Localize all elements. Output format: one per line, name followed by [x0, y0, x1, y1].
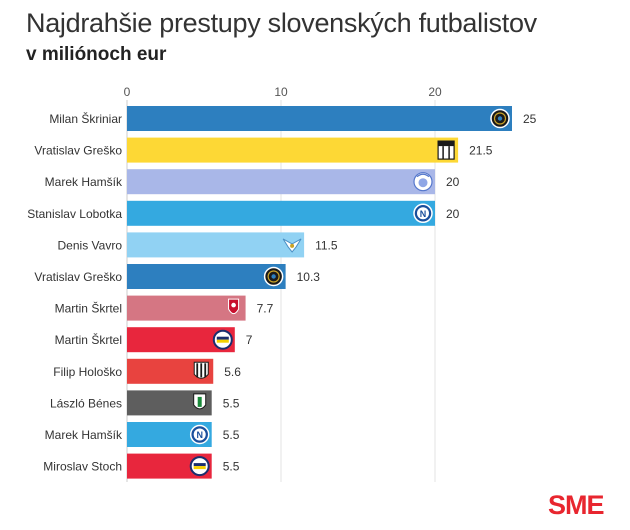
value-label: 7 — [246, 333, 253, 347]
bar-label: Vratislav Greško — [34, 144, 122, 158]
value-label: 20 — [446, 175, 460, 189]
bar — [127, 169, 435, 195]
x-tick-label: 20 — [428, 85, 442, 99]
value-label: 21.5 — [469, 144, 493, 158]
parma-logo-icon — [437, 140, 455, 160]
value-label: 5.5 — [223, 428, 240, 442]
value-label: 11.5 — [315, 238, 338, 252]
napoli-logo-icon: N — [413, 203, 433, 224]
bar — [127, 106, 512, 131]
bar-label: Marek Hamšík — [45, 428, 123, 442]
value-label: 20 — [446, 207, 460, 221]
chart-title: Najdrahšie prestupy slovenských futbalis… — [26, 8, 537, 38]
inter-logo-icon — [490, 108, 510, 129]
bar-label: Martin Škrtel — [55, 332, 122, 347]
bar-label: Filip Hološko — [53, 365, 122, 379]
chart-subtitle: v miliónoch eur — [26, 44, 167, 65]
bar — [127, 137, 459, 163]
bar — [127, 264, 286, 289]
value-label: 5.5 — [223, 396, 240, 410]
bar-label: Martin Škrtel — [55, 301, 122, 316]
fenerbahce-logo-icon — [189, 456, 210, 477]
bar-label: Marek Hamšík — [45, 175, 123, 189]
inter-logo-icon — [263, 266, 284, 287]
bar — [127, 200, 435, 226]
svg-text:N: N — [196, 430, 203, 440]
value-label: 5.5 — [223, 460, 240, 474]
fenerbahce-logo-icon — [212, 329, 233, 350]
bar-label: Denis Vavro — [58, 238, 123, 252]
x-tick-label: 10 — [274, 85, 288, 99]
gladbach-logo-icon — [193, 393, 207, 410]
value-label: 5.6 — [224, 365, 241, 379]
bar-label: Milan Škriniar — [49, 111, 122, 126]
bar-label: László Bénes — [50, 396, 122, 410]
bar-label: Miroslav Stoch — [43, 460, 122, 474]
napoli-logo-icon: N — [189, 424, 210, 445]
besiktas-logo-icon — [193, 361, 209, 379]
brescia-logo-icon — [413, 172, 433, 192]
lazio-logo-icon — [282, 238, 302, 253]
x-tick-label: 0 — [124, 85, 131, 99]
bar-label: Stanislav Lobotka — [27, 207, 122, 221]
sme-logo: SME — [548, 490, 605, 520]
value-label: 25 — [523, 112, 537, 126]
value-label: 10.3 — [297, 270, 321, 284]
value-label: 7.7 — [257, 302, 274, 316]
liverpool-logo-icon — [228, 298, 240, 315]
bar-label: Vratislav Greško — [34, 270, 122, 284]
svg-text:N: N — [420, 209, 427, 219]
bar — [127, 295, 246, 321]
bar — [127, 232, 305, 258]
